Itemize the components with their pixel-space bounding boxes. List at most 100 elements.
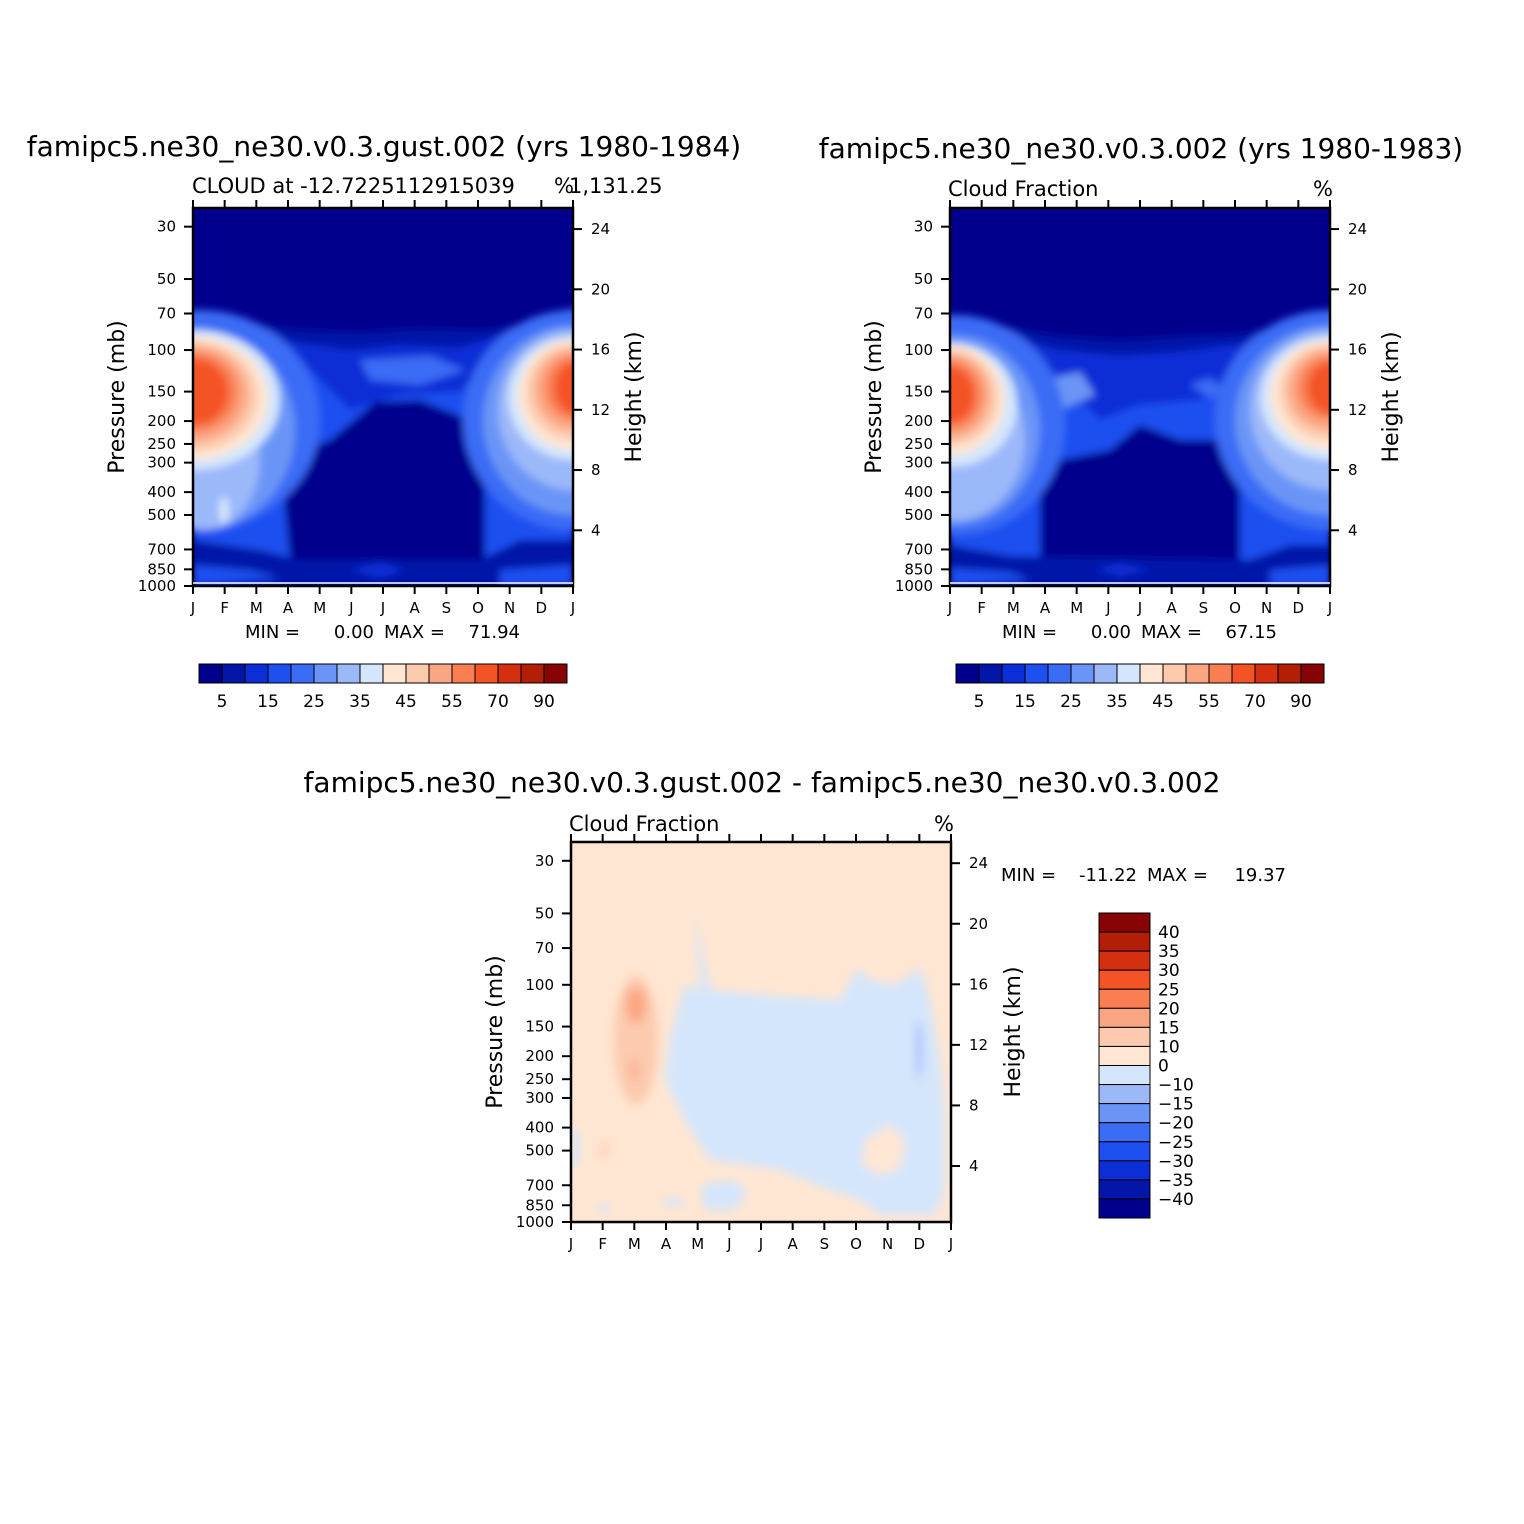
colorbar-label: 30	[1158, 961, 1180, 981]
panel-2-left-lobe-f45326	[950, 367, 974, 423]
x-tick-label: N	[882, 1235, 893, 1253]
colorbar-label: 20	[1158, 999, 1180, 1019]
y-tick-label: 200	[525, 1047, 554, 1065]
panel-1-low-cloud-patch	[350, 562, 405, 578]
colorbar-box	[1098, 1103, 1151, 1124]
y-tick-label: 50	[914, 270, 933, 288]
y-right-tick-label: 8	[1348, 461, 1358, 479]
colorbar-box	[221, 663, 246, 684]
x-tick-label: J	[380, 599, 385, 617]
x-tick-label: F	[220, 599, 229, 617]
y-tick-label: 700	[147, 540, 176, 558]
panel-2-ylabel: Pressure (mb)	[862, 320, 887, 474]
colorbar-box	[1093, 663, 1118, 684]
y-tick-label: 100	[147, 341, 176, 359]
panel-1-max-label: MAX =	[384, 622, 445, 643]
colorbar-box	[1098, 931, 1151, 952]
colorbar-box	[359, 663, 384, 684]
colorbar-box	[1098, 1026, 1151, 1047]
panel-2-subtitle: Cloud Fraction	[948, 177, 1099, 201]
colorbar-box	[1098, 969, 1151, 990]
y-tick-label: 300	[525, 1089, 554, 1107]
panel-1-max-value: 71.94	[468, 622, 520, 643]
x-tick-label: F	[977, 599, 986, 617]
colorbar-box	[1098, 950, 1151, 971]
x-tick-label: A	[283, 599, 294, 617]
y-right-tick-label: 8	[969, 1096, 979, 1114]
colorbar-box	[267, 663, 292, 684]
colorbar-label: −20	[1158, 1114, 1194, 1134]
panel-1-ylabel: Pressure (mb)	[105, 320, 130, 474]
panel-3-min-value: -11.22	[1079, 865, 1137, 886]
y-tick-label: 700	[525, 1176, 554, 1194]
colorbar-label: 15	[1014, 692, 1036, 712]
panel-3-max-value: 19.37	[1234, 865, 1286, 886]
x-tick-label: D	[536, 599, 548, 617]
x-tick-label: J	[947, 599, 952, 617]
x-tick-label: M	[1070, 599, 1083, 617]
x-tick-label: J	[1137, 599, 1142, 617]
x-tick-label: M	[250, 599, 263, 617]
x-tick-label: M	[1007, 599, 1020, 617]
colorbar-box	[1098, 1160, 1151, 1181]
panel-1-subtitle: CLOUD at -12.7225112915039	[192, 174, 515, 198]
colorbar-label: 5	[974, 692, 985, 712]
panel-3-negative-streak	[916, 1020, 922, 1080]
panel-2-max-label: MAX =	[1141, 622, 1202, 643]
panel-3-positive-core	[626, 987, 646, 1023]
panel-2-units: %	[1313, 177, 1333, 201]
panel-1-lower-right-patch	[500, 565, 573, 586]
colorbar-label: 70	[1244, 692, 1266, 712]
panel-2-min-value: 0.00	[1091, 622, 1131, 643]
y-tick-label: 150	[525, 1018, 554, 1036]
panel-3-min-label: MIN =	[1001, 865, 1056, 886]
y-right-tick-label: 12	[591, 401, 610, 419]
panel-1-left-lobe-light-spot	[219, 496, 229, 524]
panel-1-lower-left-patch	[193, 565, 280, 586]
y-tick-label: 200	[904, 412, 933, 430]
x-tick-label: S	[1199, 599, 1209, 617]
colorbar-box	[1098, 1198, 1151, 1219]
colorbar-label: −15	[1158, 1095, 1194, 1115]
colorbar-box	[1208, 663, 1233, 684]
panel-2-right-lobe-f45326	[1308, 363, 1330, 413]
y-tick-label: 300	[904, 454, 933, 472]
colorbar-box	[1185, 663, 1210, 684]
panel-3-positive-core-lower	[631, 1058, 637, 1082]
x-tick-label: A	[788, 1235, 799, 1253]
y-tick-label: 1000	[895, 577, 933, 595]
x-tick-label: S	[820, 1235, 830, 1253]
y-right-tick-label: 24	[591, 220, 610, 238]
x-tick-label: A	[410, 599, 421, 617]
y-tick-label: 850	[147, 560, 176, 578]
x-tick-label: D	[914, 1235, 926, 1253]
y-tick-label: 30	[535, 852, 554, 870]
x-tick-label: S	[442, 599, 452, 617]
colorbar-box	[1139, 663, 1164, 684]
y-tick-label: 70	[535, 939, 554, 957]
panel-2-min-label: MIN =	[1002, 622, 1057, 643]
panel-3-subtitle: Cloud Fraction	[569, 812, 720, 836]
y-tick-label: 250	[525, 1070, 554, 1088]
panel-1-ylabel-right: Height (km)	[622, 331, 647, 462]
y-tick-label: 50	[535, 904, 554, 922]
x-tick-label: J	[190, 599, 195, 617]
y-right-tick-label: 4	[591, 521, 601, 539]
colorbar-label: −25	[1158, 1133, 1194, 1153]
y-tick-label: 250	[904, 435, 933, 453]
y-right-tick-label: 8	[591, 461, 601, 479]
colorbar-label: 45	[395, 692, 417, 712]
x-tick-label: J	[568, 1235, 573, 1253]
colorbar-label: 15	[1158, 1018, 1180, 1038]
colorbar-box	[474, 663, 499, 684]
colorbar-label: 35	[1106, 692, 1128, 712]
y-tick-label: 850	[525, 1196, 554, 1214]
colorbar-box	[978, 663, 1003, 684]
x-tick-label: A	[1040, 599, 1051, 617]
colorbar-box	[1001, 663, 1026, 684]
y-right-tick-label: 16	[1348, 341, 1367, 359]
panel-1-left-lobe-f45326	[193, 359, 228, 425]
panel-3: famipc5.ne30_ne30.v0.3.gust.002 - famipc…	[304, 766, 1286, 1253]
